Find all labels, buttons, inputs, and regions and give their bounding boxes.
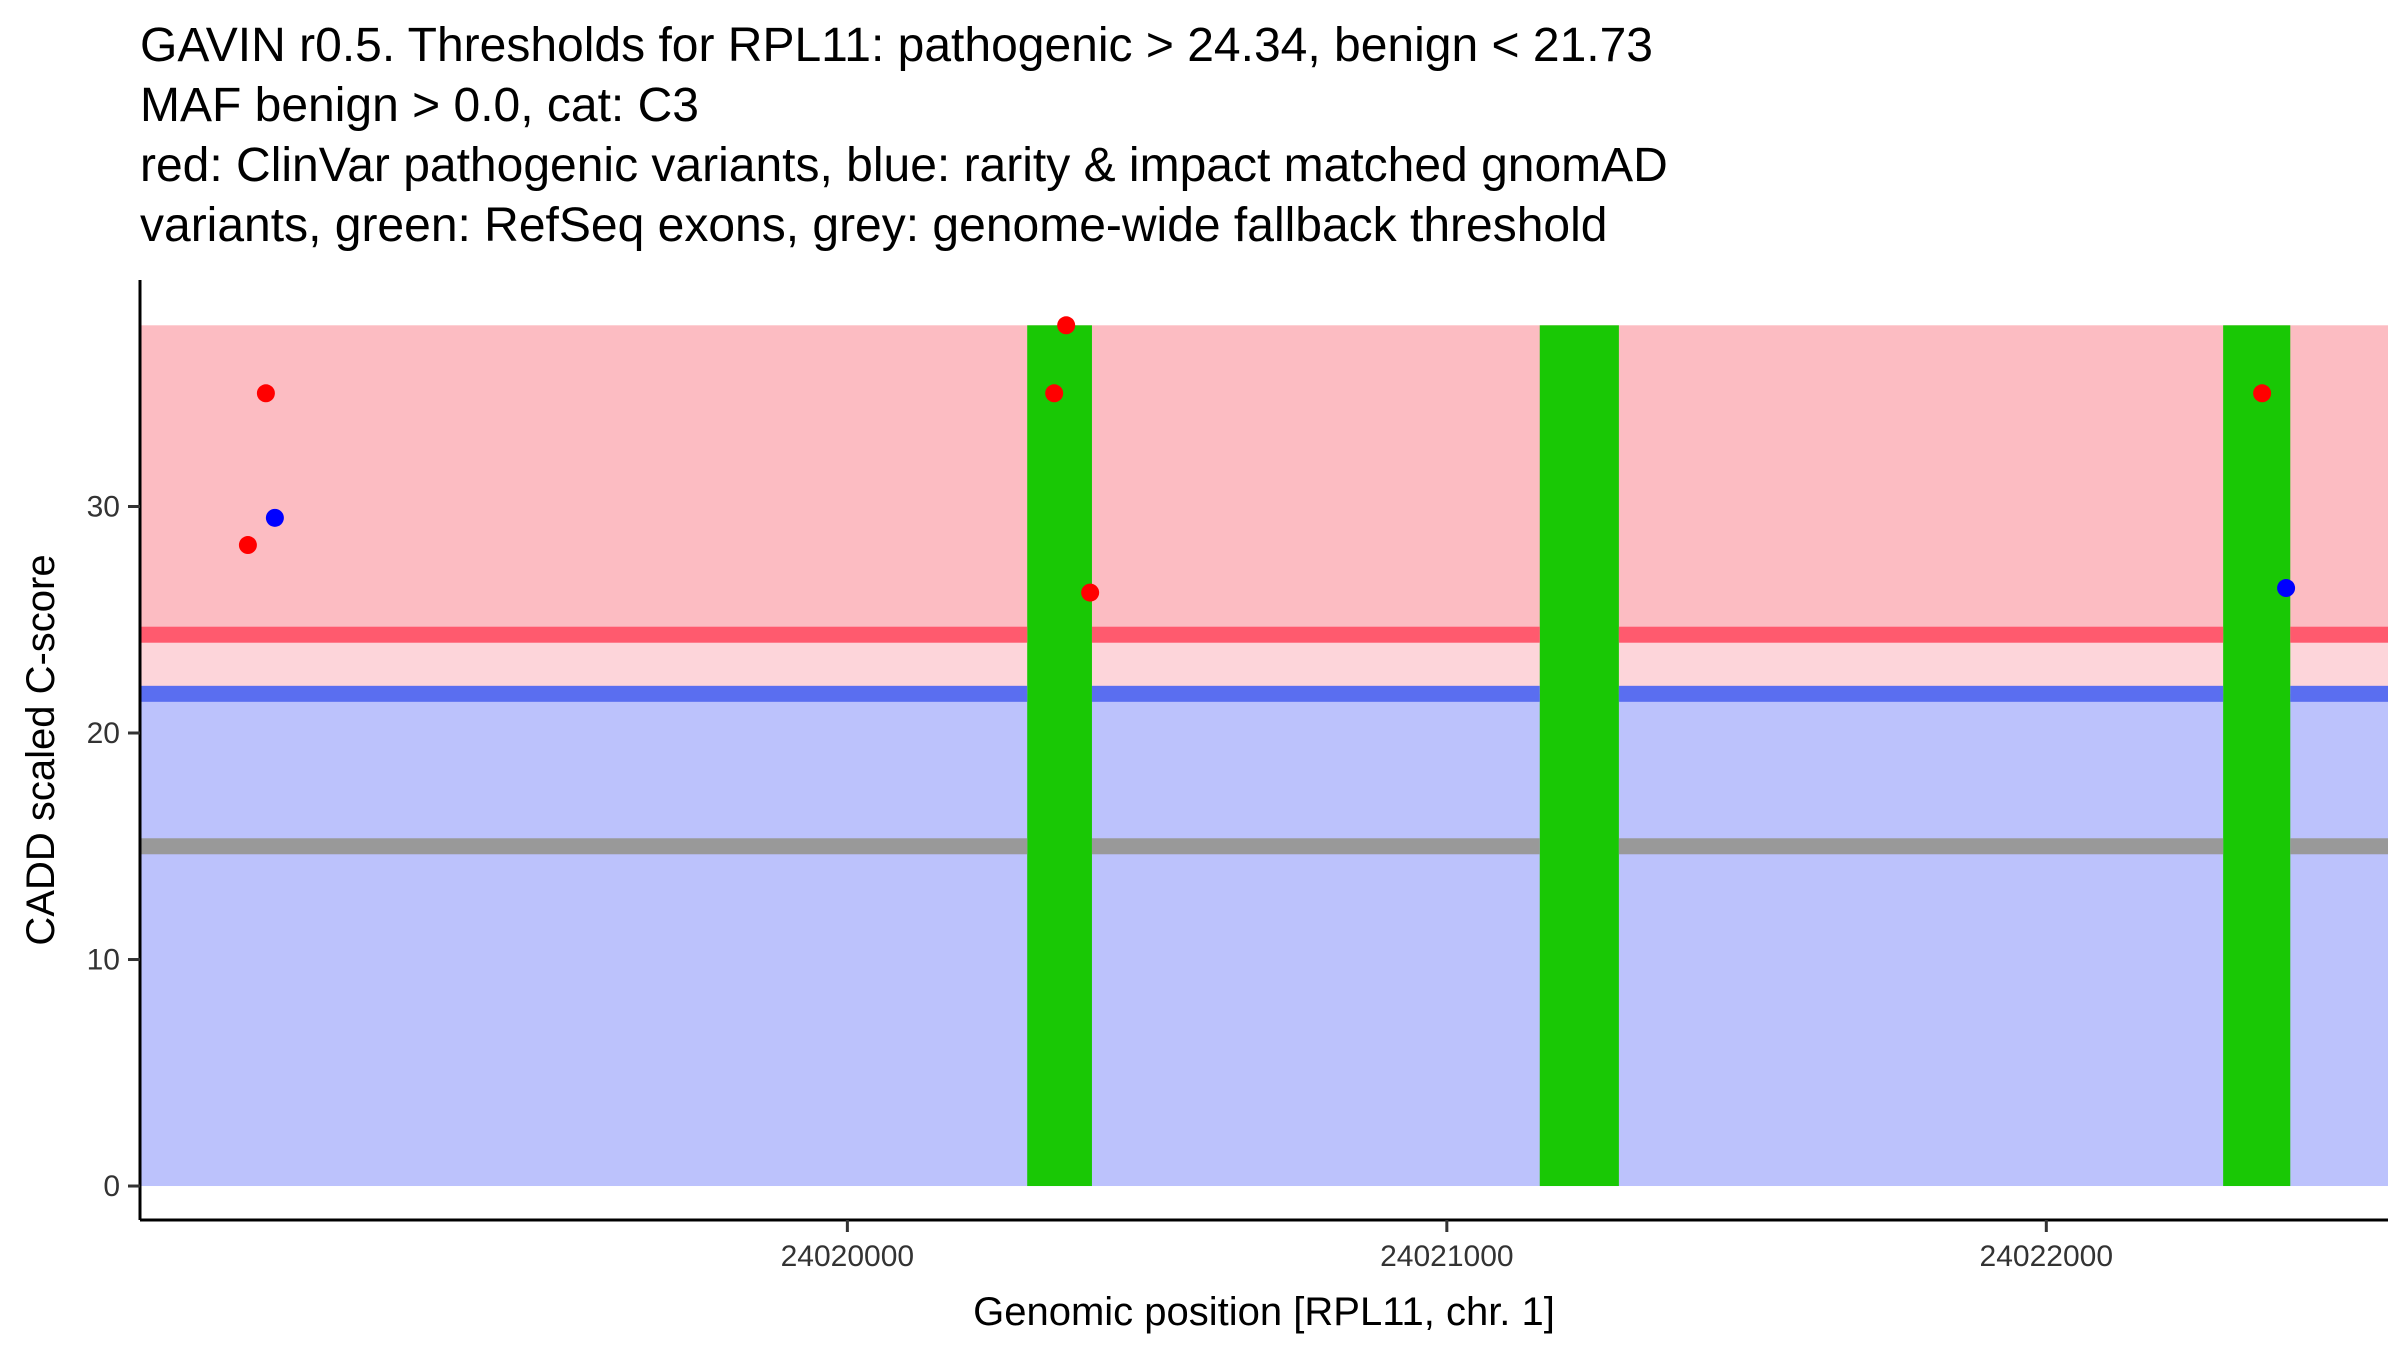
y-axis-title: CADD scaled C-score xyxy=(19,554,63,945)
fallback-threshold-line-segment-3 xyxy=(1618,838,2224,855)
fallback-threshold-line-segment-2 xyxy=(1091,838,1540,855)
y-tick-label-0: 0 xyxy=(103,1170,120,1203)
x-tick-label-1: 24020000 xyxy=(781,1240,914,1273)
exon-bars xyxy=(1027,325,2291,1187)
benign-region xyxy=(140,693,2388,1187)
y-tick-label-30: 30 xyxy=(87,491,120,524)
clinvar-point-1 xyxy=(238,536,257,555)
benign-threshold-line-segment-1 xyxy=(140,685,1028,702)
clinvar-point-4 xyxy=(1057,316,1076,335)
gnomad-point-1 xyxy=(265,508,284,527)
y-tick-label-20: 20 xyxy=(87,717,120,750)
y-tick-label-10: 10 xyxy=(87,944,120,977)
clinvar-point-6 xyxy=(2253,384,2272,403)
x-tick-label-2: 24021000 xyxy=(1380,1240,1513,1273)
fallback-threshold-line-segment-1 xyxy=(140,838,1028,855)
clinvar-point-2 xyxy=(256,384,275,403)
exon-bar-2 xyxy=(1539,325,1619,1187)
pathogenic-threshold-line-segment-3 xyxy=(1618,626,2224,643)
threshold-lines xyxy=(140,626,2388,855)
title-line-3: red: ClinVar pathogenic variants, blue: … xyxy=(140,139,1668,192)
y-axis-ticks: 0 10 20 30 xyxy=(87,491,140,1203)
pathogenic-threshold-line-segment-1 xyxy=(140,626,1028,643)
fallback-threshold-line-segment-4 xyxy=(2290,838,2388,855)
exon-bar-3 xyxy=(2223,325,2291,1187)
x-tick-label-3: 24022000 xyxy=(1980,1240,2113,1273)
clinvar-point-5 xyxy=(1081,583,1100,602)
x-axis-title: Genomic position [RPL11, chr. 1] xyxy=(973,1290,1555,1334)
gnomad-point-2 xyxy=(2277,579,2296,598)
region-bands xyxy=(140,325,2388,1187)
benign-threshold-line-segment-4 xyxy=(2290,685,2388,702)
clinvar-point-3 xyxy=(1045,384,1064,403)
axes: 0 10 20 30 24020000 24021000 24022000 xyxy=(87,280,2388,1273)
title-line-4: variants, green: RefSeq exons, grey: gen… xyxy=(140,199,1608,252)
uncertain-region xyxy=(140,634,2388,694)
data-points xyxy=(238,316,2296,602)
exon-bar-1 xyxy=(1027,325,1092,1187)
benign-threshold-line-segment-2 xyxy=(1091,685,1540,702)
pathogenic-region xyxy=(140,325,2388,635)
benign-threshold-line-segment-3 xyxy=(1618,685,2224,702)
x-axis-ticks: 24020000 24021000 24022000 xyxy=(781,1220,2113,1273)
title-line-1: GAVIN r0.5. Thresholds for RPL11: pathog… xyxy=(140,19,1653,72)
pathogenic-threshold-line-segment-2 xyxy=(1091,626,1540,643)
title-line-2: MAF benign > 0.0, cat: C3 xyxy=(140,79,699,132)
chart-title: GAVIN r0.5. Thresholds for RPL11: pathog… xyxy=(140,16,2380,256)
pathogenic-threshold-line-segment-4 xyxy=(2290,626,2388,643)
